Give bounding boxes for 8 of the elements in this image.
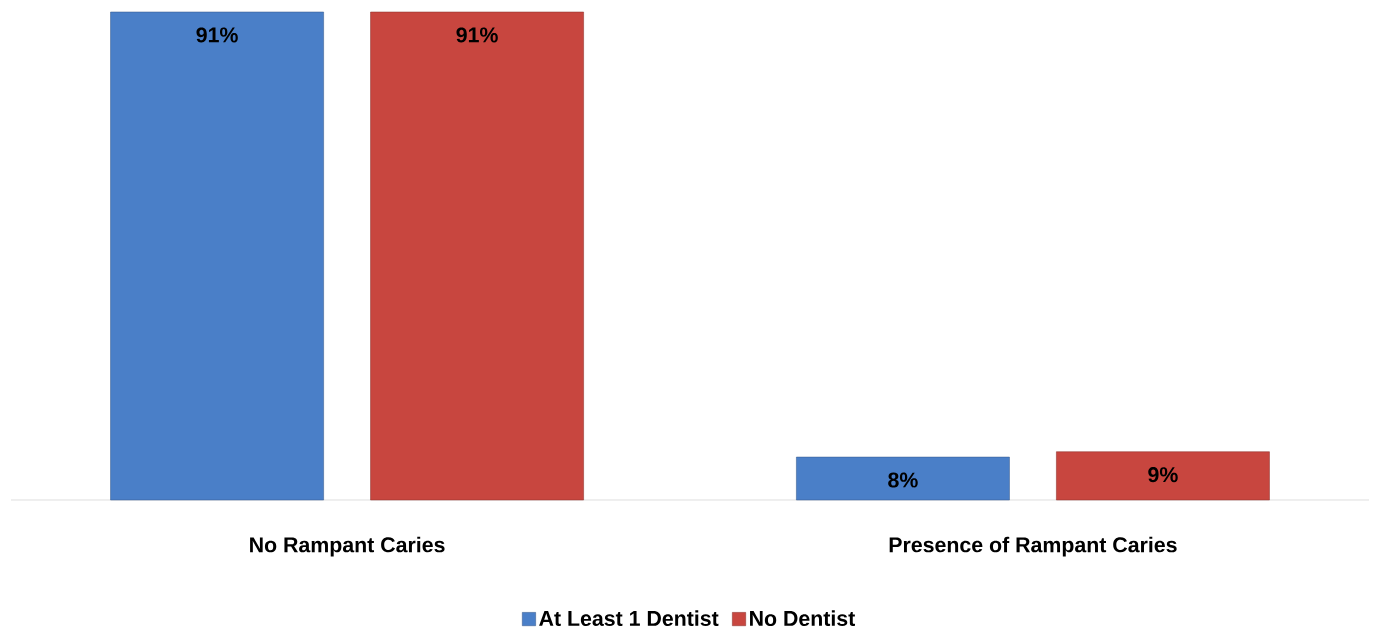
legend-label: No Dentist <box>750 610 855 626</box>
x-tick-label: Presence of Rampant Caries <box>889 536 1177 557</box>
data-label: 91% <box>456 27 498 43</box>
data-label: 9% <box>1148 467 1178 483</box>
legend-label: At Least 1 Dentist <box>539 610 719 626</box>
data-label: 91% <box>196 27 238 43</box>
data-label: 8% <box>888 472 918 488</box>
x-tick-label: No Rampant Caries <box>250 536 445 557</box>
